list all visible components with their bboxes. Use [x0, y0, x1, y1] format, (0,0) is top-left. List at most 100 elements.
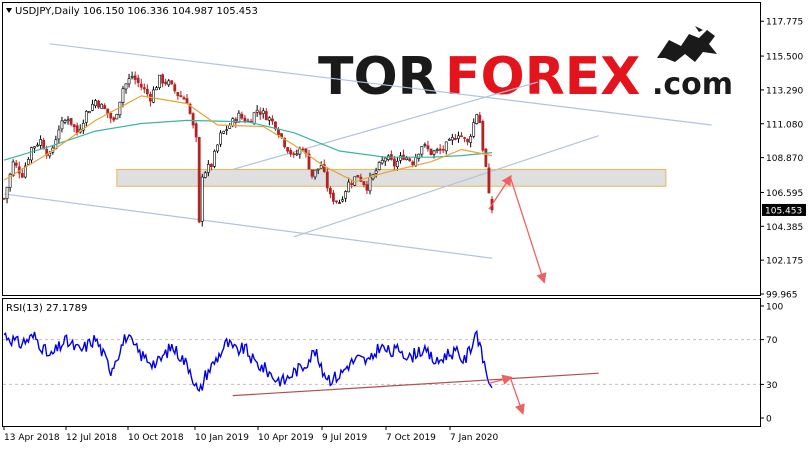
candle-body — [417, 153, 421, 159]
price-tick-label: 117.775 — [766, 18, 803, 28]
candle-body — [158, 74, 161, 88]
candle-body — [225, 129, 229, 131]
candle-body — [301, 148, 305, 151]
candle-body — [362, 181, 366, 186]
candle-body — [411, 161, 415, 166]
price-axis: 117.775 115.500 113.290 111.080 108.870 106.5… — [760, 18, 806, 301]
candle-body — [380, 159, 384, 164]
candle-body — [173, 84, 177, 92]
candle-body — [155, 87, 158, 91]
candle-body — [109, 112, 113, 119]
candle-body — [170, 80, 174, 85]
candle-body — [145, 88, 149, 95]
candle-body — [115, 113, 119, 120]
candle-body — [14, 162, 18, 166]
price-tick-label: 99.965 — [766, 291, 798, 301]
candle-body — [88, 111, 91, 114]
candle-body — [274, 121, 277, 130]
upper-channel-line — [49, 43, 712, 126]
candle-body — [289, 149, 293, 155]
candle-body — [63, 120, 67, 123]
candle-body — [460, 135, 463, 138]
candle-body — [194, 123, 198, 138]
candle-body — [216, 144, 219, 152]
candle-body — [133, 75, 137, 80]
rsi-layer — [3, 329, 760, 415]
candle-body — [344, 191, 348, 199]
candle-body — [188, 104, 192, 114]
rsi-title: RSI(13) 27.1789 — [6, 303, 87, 314]
candle-body — [341, 199, 344, 202]
candle-body — [152, 89, 155, 103]
candle-body — [179, 95, 183, 98]
candle-body — [219, 132, 222, 145]
candle-body — [72, 124, 76, 128]
logo-text-com: .com — [652, 67, 733, 102]
candle-body — [45, 148, 49, 156]
candle-body — [478, 114, 482, 124]
candle-body — [438, 148, 442, 151]
candle-body — [39, 139, 43, 146]
current-price-box — [762, 203, 806, 216]
candle-body — [130, 76, 134, 78]
candle-body — [457, 135, 460, 139]
candle-body — [307, 153, 311, 170]
rising-channel-lower-line — [293, 135, 599, 238]
candle-body — [200, 176, 204, 222]
candle-body — [328, 187, 332, 195]
candle-body — [316, 168, 320, 171]
rsi-line — [3, 329, 493, 393]
time-tick-label: 9 Jul 2019 — [322, 433, 367, 443]
candle-body — [396, 160, 399, 168]
candle-body — [69, 118, 73, 125]
candle-body — [182, 97, 186, 100]
header-symbol-line: USDJPY,Daily 106.150 106.336 104.987 105… — [6, 6, 258, 17]
candle-body — [176, 92, 180, 97]
candle-body — [447, 139, 451, 141]
price-tick-label: 106.595 — [766, 189, 803, 199]
rsi-forecast-arrow — [488, 374, 513, 385]
candle-body — [356, 174, 360, 178]
candle-body — [435, 149, 439, 152]
candle-body — [286, 147, 290, 152]
candle-body — [267, 117, 271, 121]
candle-body — [295, 153, 299, 156]
candle-body — [66, 119, 70, 122]
time-tick-label: 13 Apr 2018 — [4, 433, 60, 443]
time-tick-label: 7 Oct 2019 — [386, 433, 436, 443]
rising-channel-upper-line — [232, 81, 538, 170]
candle-body — [347, 181, 351, 193]
candle-body — [365, 184, 369, 191]
rsi-forecast-arrow — [509, 377, 525, 415]
candle-body — [94, 100, 97, 106]
candle-body — [331, 192, 335, 202]
time-tick-label: 10 Oct 2018 — [128, 433, 184, 443]
candle-body — [292, 153, 296, 155]
candle-body — [423, 144, 427, 146]
candle-body — [23, 165, 27, 178]
candle-body — [118, 101, 122, 116]
candle-body — [426, 145, 430, 150]
candle-body — [121, 88, 125, 103]
main-chart-layer — [2, 43, 712, 284]
candle-body — [84, 111, 88, 123]
symbol-triangle-icon — [6, 8, 12, 13]
rsi-tick-label: 100 — [766, 303, 783, 313]
candle-body — [258, 111, 262, 115]
candle-body — [222, 130, 226, 134]
candle-body — [136, 77, 140, 84]
candle-body — [453, 137, 457, 140]
candle-body — [139, 83, 143, 88]
candle-body — [408, 158, 412, 162]
candle-body — [81, 123, 85, 131]
forecast-arrow — [509, 176, 547, 284]
candle-body — [487, 167, 491, 194]
candle-body — [322, 164, 326, 172]
candle-body — [127, 78, 131, 85]
candle-body — [36, 144, 39, 147]
rsi-panel-frame — [2, 298, 761, 427]
candle-body — [399, 155, 402, 161]
price-tick-label: 115.500 — [766, 53, 803, 63]
candle-body — [97, 100, 100, 108]
